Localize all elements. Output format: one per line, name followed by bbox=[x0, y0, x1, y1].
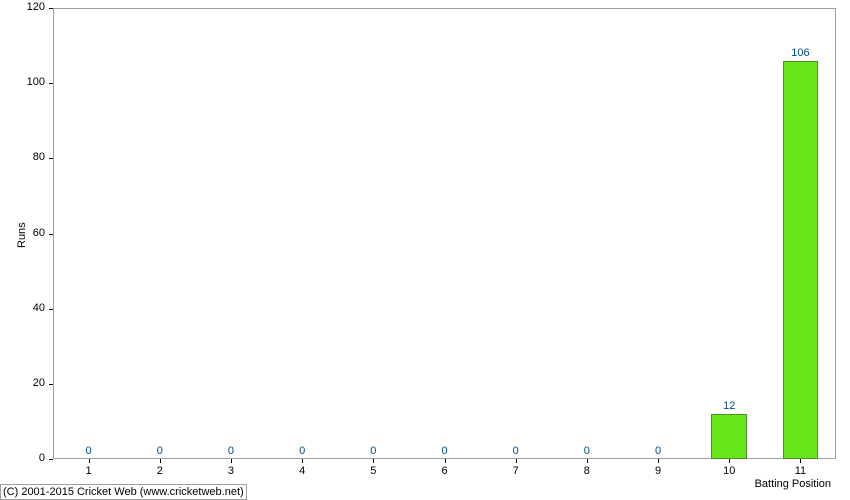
y-tick-mark bbox=[49, 83, 53, 84]
x-tick-mark bbox=[658, 459, 659, 463]
x-tick-mark bbox=[373, 459, 374, 463]
bar-value-label: 106 bbox=[780, 47, 820, 59]
y-tick-mark bbox=[49, 459, 53, 460]
x-axis-title: Batting Position bbox=[755, 478, 831, 490]
y-tick-label: 120 bbox=[15, 1, 45, 13]
x-tick-mark bbox=[516, 459, 517, 463]
x-tick-label: 2 bbox=[145, 465, 175, 477]
x-tick-mark bbox=[587, 459, 588, 463]
bar-value-label: 0 bbox=[69, 445, 109, 457]
x-tick-mark bbox=[729, 459, 730, 463]
y-axis-title: Runs bbox=[16, 222, 28, 248]
y-tick-label: 20 bbox=[15, 377, 45, 389]
y-tick-mark bbox=[49, 158, 53, 159]
plot-area bbox=[53, 8, 836, 459]
x-tick-mark bbox=[231, 459, 232, 463]
bar-value-label: 0 bbox=[567, 445, 607, 457]
bar bbox=[783, 61, 819, 459]
x-tick-label: 8 bbox=[572, 465, 602, 477]
x-tick-mark bbox=[302, 459, 303, 463]
bar-value-label: 0 bbox=[353, 445, 393, 457]
x-tick-label: 4 bbox=[287, 465, 317, 477]
bar-value-label: 0 bbox=[496, 445, 536, 457]
y-tick-mark bbox=[49, 8, 53, 9]
y-tick-mark bbox=[49, 234, 53, 235]
y-tick-mark bbox=[49, 309, 53, 310]
y-tick-mark bbox=[49, 384, 53, 385]
x-tick-label: 5 bbox=[358, 465, 388, 477]
bar bbox=[711, 414, 747, 459]
bar-value-label: 0 bbox=[425, 445, 465, 457]
y-tick-label: 100 bbox=[15, 76, 45, 88]
bar-value-label: 0 bbox=[140, 445, 180, 457]
bar-value-label: 12 bbox=[709, 400, 749, 412]
x-tick-label: 7 bbox=[501, 465, 531, 477]
bar-value-label: 0 bbox=[211, 445, 251, 457]
y-tick-label: 80 bbox=[15, 151, 45, 163]
bar-value-label: 0 bbox=[638, 445, 678, 457]
x-tick-mark bbox=[445, 459, 446, 463]
x-tick-label: 1 bbox=[74, 465, 104, 477]
copyright-notice: (C) 2001-2015 Cricket Web (www.cricketwe… bbox=[0, 484, 247, 500]
runs-by-batting-position-chart: 020406080100120Runs102030405060708090101… bbox=[0, 0, 850, 500]
y-tick-label: 40 bbox=[15, 302, 45, 314]
x-tick-label: 10 bbox=[714, 465, 744, 477]
x-tick-label: 3 bbox=[216, 465, 246, 477]
x-tick-mark bbox=[89, 459, 90, 463]
x-tick-mark bbox=[800, 459, 801, 463]
bar-value-label: 0 bbox=[282, 445, 322, 457]
x-tick-label: 6 bbox=[430, 465, 460, 477]
x-tick-label: 9 bbox=[643, 465, 673, 477]
y-tick-label: 0 bbox=[15, 452, 45, 464]
x-tick-label: 11 bbox=[785, 465, 815, 477]
x-tick-mark bbox=[160, 459, 161, 463]
